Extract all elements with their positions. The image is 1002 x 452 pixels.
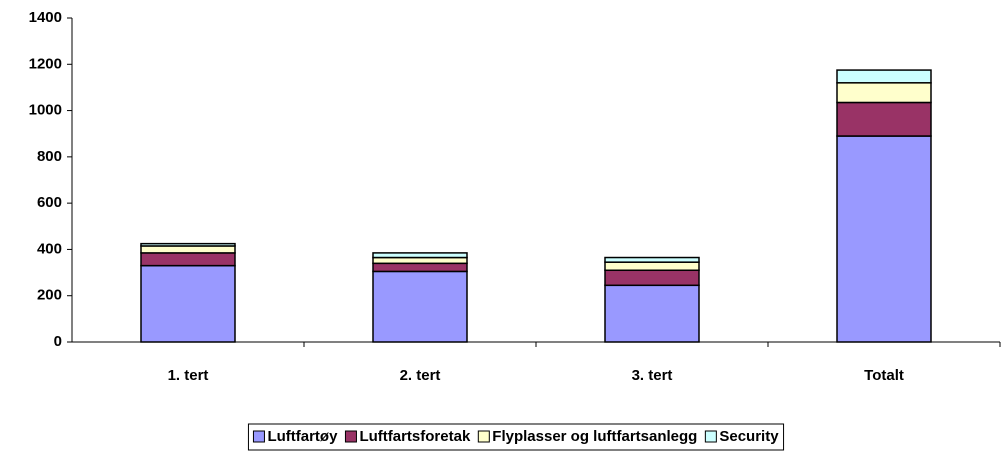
x-tick-label: 2. tert — [400, 367, 441, 384]
bar-segment — [140, 264, 236, 343]
bar-segment — [372, 262, 468, 273]
legend-label: Luftfartøy — [267, 428, 338, 445]
bar-segment — [836, 69, 932, 84]
legend-swatch — [704, 430, 717, 443]
legend-label: Luftfartsforetak — [359, 428, 471, 445]
bar-segment — [836, 101, 932, 137]
bar-segment — [372, 252, 468, 259]
y-tick-label: 1400 — [29, 9, 62, 26]
y-tick-label: 800 — [37, 148, 62, 165]
legend-swatch — [477, 430, 490, 443]
x-tick-label: Totalt — [864, 367, 904, 384]
x-tick-label: 3. tert — [632, 367, 673, 384]
y-tick-label: 400 — [37, 240, 62, 257]
bar-segment — [372, 256, 468, 265]
bar-segment — [140, 242, 236, 247]
bar-segment — [604, 256, 700, 263]
x-tick-label: 1. tert — [168, 367, 209, 384]
bar-segment — [604, 269, 700, 287]
bar-segment — [140, 245, 236, 254]
bar-segment — [836, 82, 932, 104]
y-tick-label: 200 — [37, 287, 62, 304]
bar-segment — [836, 135, 932, 343]
bar-segment — [140, 252, 236, 267]
y-tick-label: 1000 — [29, 102, 62, 119]
legend-swatch — [252, 430, 265, 443]
y-tick-label: 600 — [37, 194, 62, 211]
y-tick-label: 1200 — [29, 55, 62, 72]
bar-segment — [372, 270, 468, 343]
bar-segment — [604, 261, 700, 272]
y-tick-label: 0 — [54, 333, 62, 350]
legend-box — [247, 423, 785, 451]
bar-segment — [604, 284, 700, 343]
legend: Luftfartøy Luftfartsforetak Flyplasser og … — [252, 428, 779, 445]
legend-label: Flyplasser og luftfartsanlegg — [492, 428, 697, 445]
legend-swatch — [344, 430, 357, 443]
legend-label: Security — [719, 428, 779, 445]
